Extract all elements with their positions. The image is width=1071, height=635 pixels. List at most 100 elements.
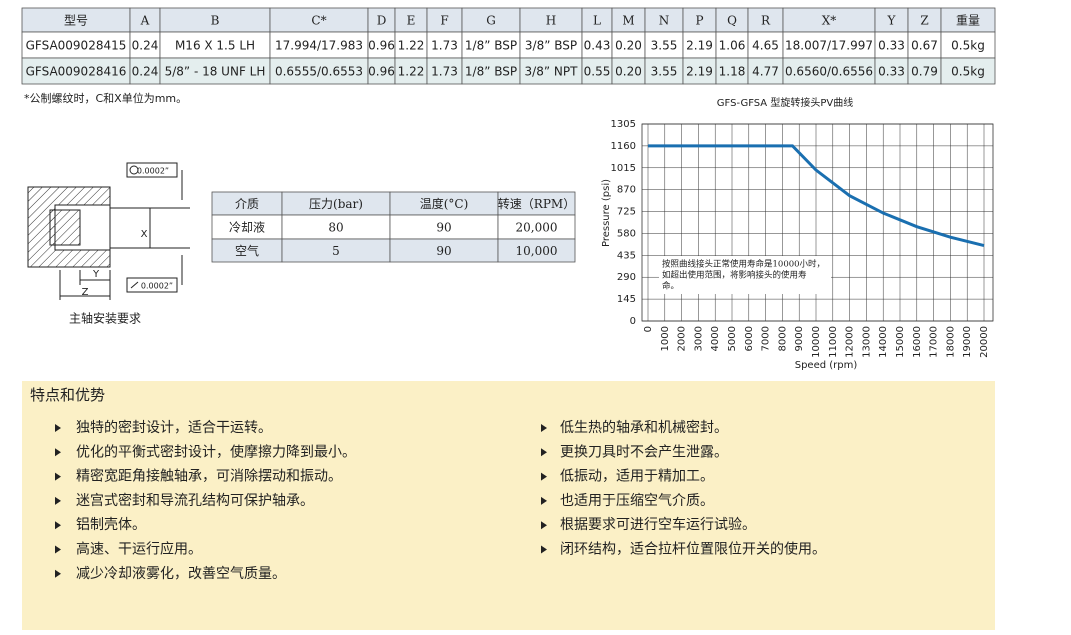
table-cell: [159, 7, 271, 33]
cell-text: 0.6560/0.6556: [785, 65, 873, 79]
cell-text: N: [659, 14, 670, 28]
cell-text: 空气: [235, 243, 259, 258]
table-cell: [782, 31, 876, 59]
x-tick-label: 8000: [777, 326, 788, 351]
x-tick-label: 12000: [845, 326, 856, 358]
feature-item: 高速、干运行应用。: [76, 541, 202, 558]
table-cell: [497, 238, 576, 263]
table-cell: [519, 57, 583, 85]
features-box: [22, 381, 995, 630]
bullet: [541, 424, 547, 432]
cell-text: 17.994/17.983: [275, 39, 363, 53]
table-cell: [715, 57, 749, 85]
x-tick-label: 9000: [794, 326, 805, 351]
cell-text: 0.55: [584, 65, 611, 79]
table-cell: [907, 7, 942, 33]
feature-item: 迷宫式密封和导流孔结构可保护轴承。: [76, 492, 314, 509]
table-cell: [682, 7, 717, 33]
table-cell: [159, 31, 271, 59]
table-cell: [874, 57, 909, 85]
x-tick-label: 17000: [929, 326, 940, 358]
cell-text: 0.33: [878, 39, 905, 53]
table-cell: [129, 31, 161, 59]
cell-text: Q: [727, 14, 737, 28]
feature-item: 精密宽距角接触轴承，可消除摆动和振动。: [76, 468, 342, 485]
y-tick-label: 0: [630, 316, 636, 327]
cell-text: 80: [328, 221, 343, 235]
cell-text: 冷却液: [229, 220, 265, 235]
cell-text: 20,000: [516, 221, 558, 235]
table-cell: [940, 31, 996, 59]
cell-text: 0.79: [911, 65, 938, 79]
bullet: [541, 496, 547, 505]
table-cell: [269, 31, 369, 59]
cell-text: 0.24: [132, 65, 159, 79]
spindle-diagram: [27, 162, 190, 300]
diagram-caption: 主轴安装要求: [69, 311, 141, 326]
feature-item: 闭环结构，适合拉杆位置限位开关的使用。: [560, 541, 826, 558]
table-cell: [782, 7, 876, 33]
table-cell: [367, 7, 396, 33]
cell-text: 3.55: [651, 65, 678, 79]
x-tick-label: 13000: [861, 326, 872, 358]
table-cell: [682, 57, 717, 85]
note: *公制螺纹时，C和X单位为mm。: [24, 91, 187, 105]
table-cell: [940, 7, 996, 33]
cell-text: M: [622, 14, 634, 28]
dimension-label: X: [141, 229, 148, 240]
cell-text: P: [695, 14, 703, 28]
cell-text: 0.43: [584, 39, 611, 53]
table-cell: [21, 31, 131, 59]
table-cell: [269, 57, 369, 85]
feature-item: 优化的平衡式密封设计，使摩擦力降到最小。: [76, 443, 356, 460]
cell-text: 转速（RPM）: [498, 196, 575, 211]
cell-text: 90: [436, 244, 451, 258]
x-axis-label: Speed (rpm): [795, 360, 858, 371]
y-tick-label: 1305: [611, 119, 636, 130]
table-cell: [394, 7, 428, 33]
cell-text: 0.20: [615, 65, 642, 79]
table-cell: [519, 31, 583, 59]
bullet: [55, 472, 61, 481]
cell-text: 10,000: [516, 244, 558, 258]
cell-text: 0.24: [132, 39, 159, 53]
chart-title: GFS-GFSA 型旋转接头PV曲线: [717, 96, 853, 109]
table-cell: [426, 57, 463, 85]
feature-item: 低振动，适用于精加工。: [560, 469, 714, 485]
cell-text: 0.6555/0.6553: [275, 65, 363, 79]
cell-text: E: [407, 14, 416, 28]
cell-text: C*: [311, 14, 326, 28]
x-tick-label: 4000: [710, 326, 721, 351]
table-cell: [497, 214, 576, 240]
feature-item: 低生热的轴承和机械密封。: [560, 419, 728, 436]
cell-text: GFSA009028416: [26, 65, 127, 79]
cell-text: 5/8” - 18 UNF LH: [165, 65, 266, 79]
y-tick-label: 870: [617, 185, 636, 196]
cell-text: 温度(°C): [420, 196, 469, 211]
bullet: [55, 448, 61, 457]
bullet: [55, 545, 61, 554]
table-cell: [644, 31, 684, 59]
y-axis-label: Pressure (psi): [601, 179, 612, 247]
x-tick-label: 2000: [677, 326, 688, 351]
cell-text: 0.5kg: [951, 65, 985, 79]
features-title: 特点和优势: [30, 386, 105, 404]
bullet: [541, 521, 547, 530]
x-tick-label: 15000: [895, 326, 906, 358]
cell-text: 1.22: [398, 65, 425, 79]
cell-text: 1.22: [398, 39, 425, 53]
feature-item: 更换刀具时不会产生泄露。: [560, 443, 728, 460]
table-cell: [581, 31, 613, 59]
x-tick-label: 0: [643, 326, 654, 332]
cell-text: 18.007/17.997: [785, 39, 873, 53]
cell-text: 1.73: [431, 65, 458, 79]
feature-item: 铝制壳体。: [76, 516, 146, 533]
feature-item: 根据要求可进行空车运行试验。: [560, 516, 756, 533]
table-cell: [461, 7, 521, 33]
table-cell: [611, 57, 646, 85]
feature-item: 独特的密封设计，适合干运转。: [76, 419, 272, 436]
table-cell: [269, 7, 369, 33]
table-cell: [644, 7, 684, 33]
cell-text: H: [546, 14, 556, 28]
